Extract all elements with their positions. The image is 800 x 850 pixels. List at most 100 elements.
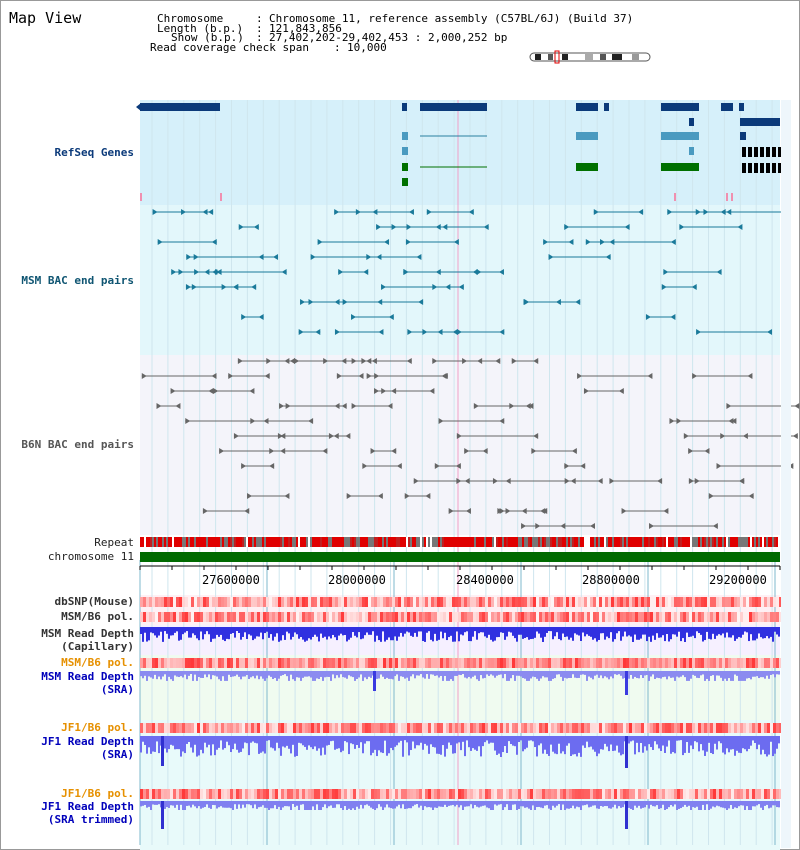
bac-end bbox=[191, 284, 197, 290]
depth-bar bbox=[590, 671, 592, 678]
bac-end bbox=[624, 224, 630, 230]
depth-bar bbox=[460, 627, 462, 635]
depth-bar bbox=[548, 671, 550, 681]
track-label-dbsnp[interactable]: dbSNP(Mouse) bbox=[54, 595, 134, 608]
depth-bar bbox=[752, 736, 754, 741]
heat-mark bbox=[773, 612, 776, 622]
depth-bar bbox=[190, 801, 192, 808]
heat-mark bbox=[473, 789, 476, 799]
heat-mark bbox=[560, 612, 563, 622]
heat-mark bbox=[404, 612, 407, 622]
heat-mark bbox=[350, 789, 353, 799]
heat-mark bbox=[179, 789, 182, 799]
repeat-mark bbox=[758, 537, 760, 547]
depth-bar bbox=[592, 801, 594, 806]
heat-mark bbox=[509, 723, 512, 733]
depth-bar bbox=[636, 671, 638, 679]
heat-mark bbox=[677, 597, 680, 607]
depth-bar bbox=[768, 736, 770, 755]
heat-mark bbox=[224, 612, 227, 622]
bac-end bbox=[290, 358, 296, 364]
heat-mark bbox=[179, 723, 182, 733]
depth-bar bbox=[728, 671, 730, 679]
track-label-jf1-b6-pol-trim[interactable]: JF1/B6 pol. bbox=[61, 787, 134, 800]
heat-mark bbox=[602, 723, 605, 733]
heat-mark bbox=[473, 612, 476, 622]
bac-end bbox=[599, 239, 605, 245]
heat-mark bbox=[500, 723, 503, 733]
depth-bar bbox=[512, 801, 514, 805]
track-label-b6n-bac[interactable]: B6N BAC end pairs bbox=[21, 438, 134, 451]
depth-bar bbox=[520, 627, 522, 635]
depth-bar bbox=[190, 671, 192, 675]
repeat-mark bbox=[716, 537, 718, 547]
track-label-refseq-genes[interactable]: RefSeq Genes bbox=[54, 146, 134, 159]
gene-exon bbox=[778, 147, 782, 157]
heat-mark bbox=[383, 612, 386, 622]
repeat-mark bbox=[188, 537, 190, 547]
depth-bar bbox=[194, 801, 196, 807]
depth-bar bbox=[540, 736, 542, 744]
heat-mark bbox=[224, 789, 227, 799]
track-label-jf1-depth-trim[interactable]: JF1 Read Depth bbox=[41, 800, 134, 813]
bac-end bbox=[346, 493, 352, 499]
bac-end bbox=[509, 403, 515, 409]
heat-mark bbox=[362, 658, 365, 668]
heat-mark bbox=[695, 723, 698, 733]
depth-bar bbox=[320, 801, 322, 810]
heat-mark bbox=[599, 658, 602, 668]
heat-mark bbox=[458, 612, 461, 622]
heat-mark bbox=[266, 658, 269, 668]
heat-mark bbox=[611, 597, 614, 607]
depth-bar bbox=[714, 801, 716, 808]
heat-mark bbox=[734, 723, 737, 733]
heat-mark bbox=[545, 723, 548, 733]
depth-bar bbox=[560, 627, 562, 641]
track-label-chromosome[interactable]: chromosome 11 bbox=[47, 550, 134, 563]
heat-mark bbox=[587, 612, 590, 622]
depth-bar bbox=[722, 627, 724, 634]
repeat-mark bbox=[620, 537, 622, 547]
depth-bar bbox=[492, 736, 494, 743]
heat-mark bbox=[269, 612, 272, 622]
depth-bar bbox=[290, 736, 292, 754]
gene-exon bbox=[754, 163, 758, 173]
depth-bar bbox=[662, 627, 664, 636]
heat-mark bbox=[209, 658, 212, 668]
depth-bar bbox=[748, 801, 750, 810]
heat-mark bbox=[149, 723, 152, 733]
bac-end bbox=[663, 508, 669, 514]
depth-bar bbox=[596, 627, 598, 642]
track-label-msm-depth-capillary[interactable]: MSM Read Depth bbox=[41, 627, 134, 640]
depth-bar bbox=[282, 627, 284, 636]
track-label-msm-depth-sra[interactable]: MSM Read Depth bbox=[41, 670, 134, 683]
heat-mark bbox=[617, 658, 620, 668]
track-label-repeat[interactable]: Repeat bbox=[94, 536, 134, 549]
heat-mark bbox=[425, 789, 428, 799]
depth-bar bbox=[578, 627, 580, 636]
heat-mark bbox=[377, 658, 380, 668]
depth-bar bbox=[246, 671, 248, 676]
repeat-mark bbox=[578, 537, 580, 547]
track-label-jf1-depth-sra[interactable]: JF1 Read Depth bbox=[41, 735, 134, 748]
track-label-jf1-b6-pol[interactable]: JF1/B6 pol. bbox=[61, 721, 134, 734]
repeat-mark bbox=[574, 537, 576, 547]
bac-end bbox=[334, 403, 340, 409]
track-label-msm-b6-pol[interactable]: MSM/B6 pol. bbox=[61, 610, 134, 623]
depth-bar bbox=[344, 801, 346, 807]
track-label-msm-bac[interactable]: MSM BAC end pairs bbox=[21, 274, 134, 287]
repeat-mark bbox=[434, 537, 436, 547]
bac-end bbox=[362, 463, 368, 469]
repeat-mark bbox=[514, 537, 516, 547]
heat-mark bbox=[491, 789, 494, 799]
depth-bar bbox=[574, 736, 576, 755]
depth-bar bbox=[208, 627, 210, 635]
heat-mark bbox=[755, 723, 758, 733]
depth-bar bbox=[218, 671, 220, 680]
heat-mark bbox=[329, 597, 332, 607]
heat-mark bbox=[566, 789, 569, 799]
depth-bar bbox=[560, 801, 562, 810]
track-label-msm-b6-pol-sra[interactable]: MSM/B6 pol. bbox=[61, 656, 134, 669]
repeat-mark bbox=[198, 537, 200, 547]
